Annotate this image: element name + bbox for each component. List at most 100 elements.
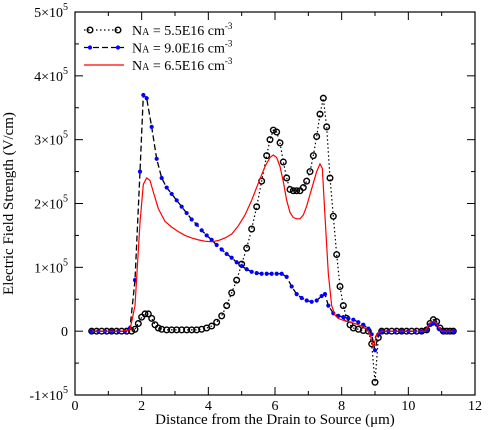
data-point [154,156,159,161]
data-point [326,174,334,182]
data-point [179,204,184,209]
y-tick-label: -1×105 [29,385,68,404]
data-point [264,271,269,276]
data-point [283,174,291,182]
data-point [149,124,154,129]
data-point [323,123,331,131]
data-point [333,251,341,259]
data-point [276,139,284,147]
data-point [299,184,307,192]
y-tick-label: 4×105 [34,66,68,85]
legend-item: NA = 9.0E16 cm-3 [84,39,233,57]
data-point [228,289,236,297]
data-point [148,314,156,322]
y-axis-title: Electric Field Strength (V/cm) [1,112,17,295]
data-point [213,318,221,326]
x-tick-label: 8 [338,399,345,414]
data-point [309,299,314,304]
legend-item: NA = 6.5E16 cm-3 [84,56,233,74]
data-point [431,321,436,326]
data-point [319,293,324,299]
data-point [141,92,146,98]
data-point [218,312,226,320]
legend-label: NA = 6.5E16 cm-3 [132,56,233,74]
data-point [248,225,256,233]
data-point [284,274,289,280]
legend-marker [87,45,93,50]
data-point [229,255,234,260]
x-tick-label: 12 [468,399,482,414]
legend-marker [115,45,121,50]
series-layer [88,92,457,386]
data-point [341,315,346,320]
data-point [356,320,361,325]
data-point [313,132,321,140]
data-point [294,292,299,297]
data-point [189,217,194,222]
data-point [141,310,149,318]
data-point [289,187,297,195]
data-point [329,212,337,220]
data-point [204,233,209,238]
tick-layer [74,11,476,396]
x-tick-label: 2 [138,399,145,414]
x-axis-title: Distance from the Drain to Source (μm) [155,412,395,428]
data-point [233,276,241,284]
y-tick-label: 3×105 [34,130,68,149]
data-point [131,325,139,333]
data-point [259,271,264,276]
data-point [269,271,274,276]
data-point [194,222,199,227]
y-tick-label: 2×105 [34,194,68,213]
data-point [144,310,152,318]
legend-label: NA = 9.0E16 cm-3 [132,39,233,57]
data-point [263,152,271,160]
data-point [293,187,301,195]
data-point [134,320,142,328]
data-point [322,292,328,297]
x-tick-label: 6 [272,399,279,414]
data-point [273,128,281,136]
data-point [224,251,229,257]
legend-marker [114,26,122,34]
data-point [144,96,149,101]
series-1 [88,94,457,386]
data-point [372,348,378,353]
data-point [266,136,274,144]
data-point [314,298,319,303]
legend: NA = 5.5E16 cm-3NA = 9.0E16 cm-3NA = 6.5… [84,21,233,74]
data-point [346,316,351,321]
data-point [244,267,249,272]
data-point [254,270,259,276]
data-point [336,282,344,290]
data-point [451,329,456,334]
data-point [253,203,261,211]
data-point [286,185,294,193]
legend-item: NA = 5.5E16 cm-3 [84,21,233,39]
data-point [326,303,331,308]
legend-marker [86,26,94,34]
data-point [209,237,214,242]
data-point [184,210,189,216]
series-line [91,154,454,350]
data-point [234,260,239,265]
data-point [351,317,356,322]
x-tick-label: 10 [401,399,415,414]
data-point [371,378,379,386]
data-point [249,269,254,274]
y-tick-label: 5×105 [34,2,68,21]
data-point [169,191,174,197]
x-tick-label: 0 [72,399,79,414]
data-point [164,185,169,190]
data-point [309,152,317,160]
legend-label: NA = 5.5E16 cm-3 [132,21,233,39]
data-point [306,168,314,176]
data-point [89,329,94,334]
data-point [279,271,284,276]
x-tick-label: 4 [205,399,212,414]
data-point [199,228,204,233]
data-point [423,326,431,334]
data-point [174,198,179,203]
data-point [304,298,309,303]
